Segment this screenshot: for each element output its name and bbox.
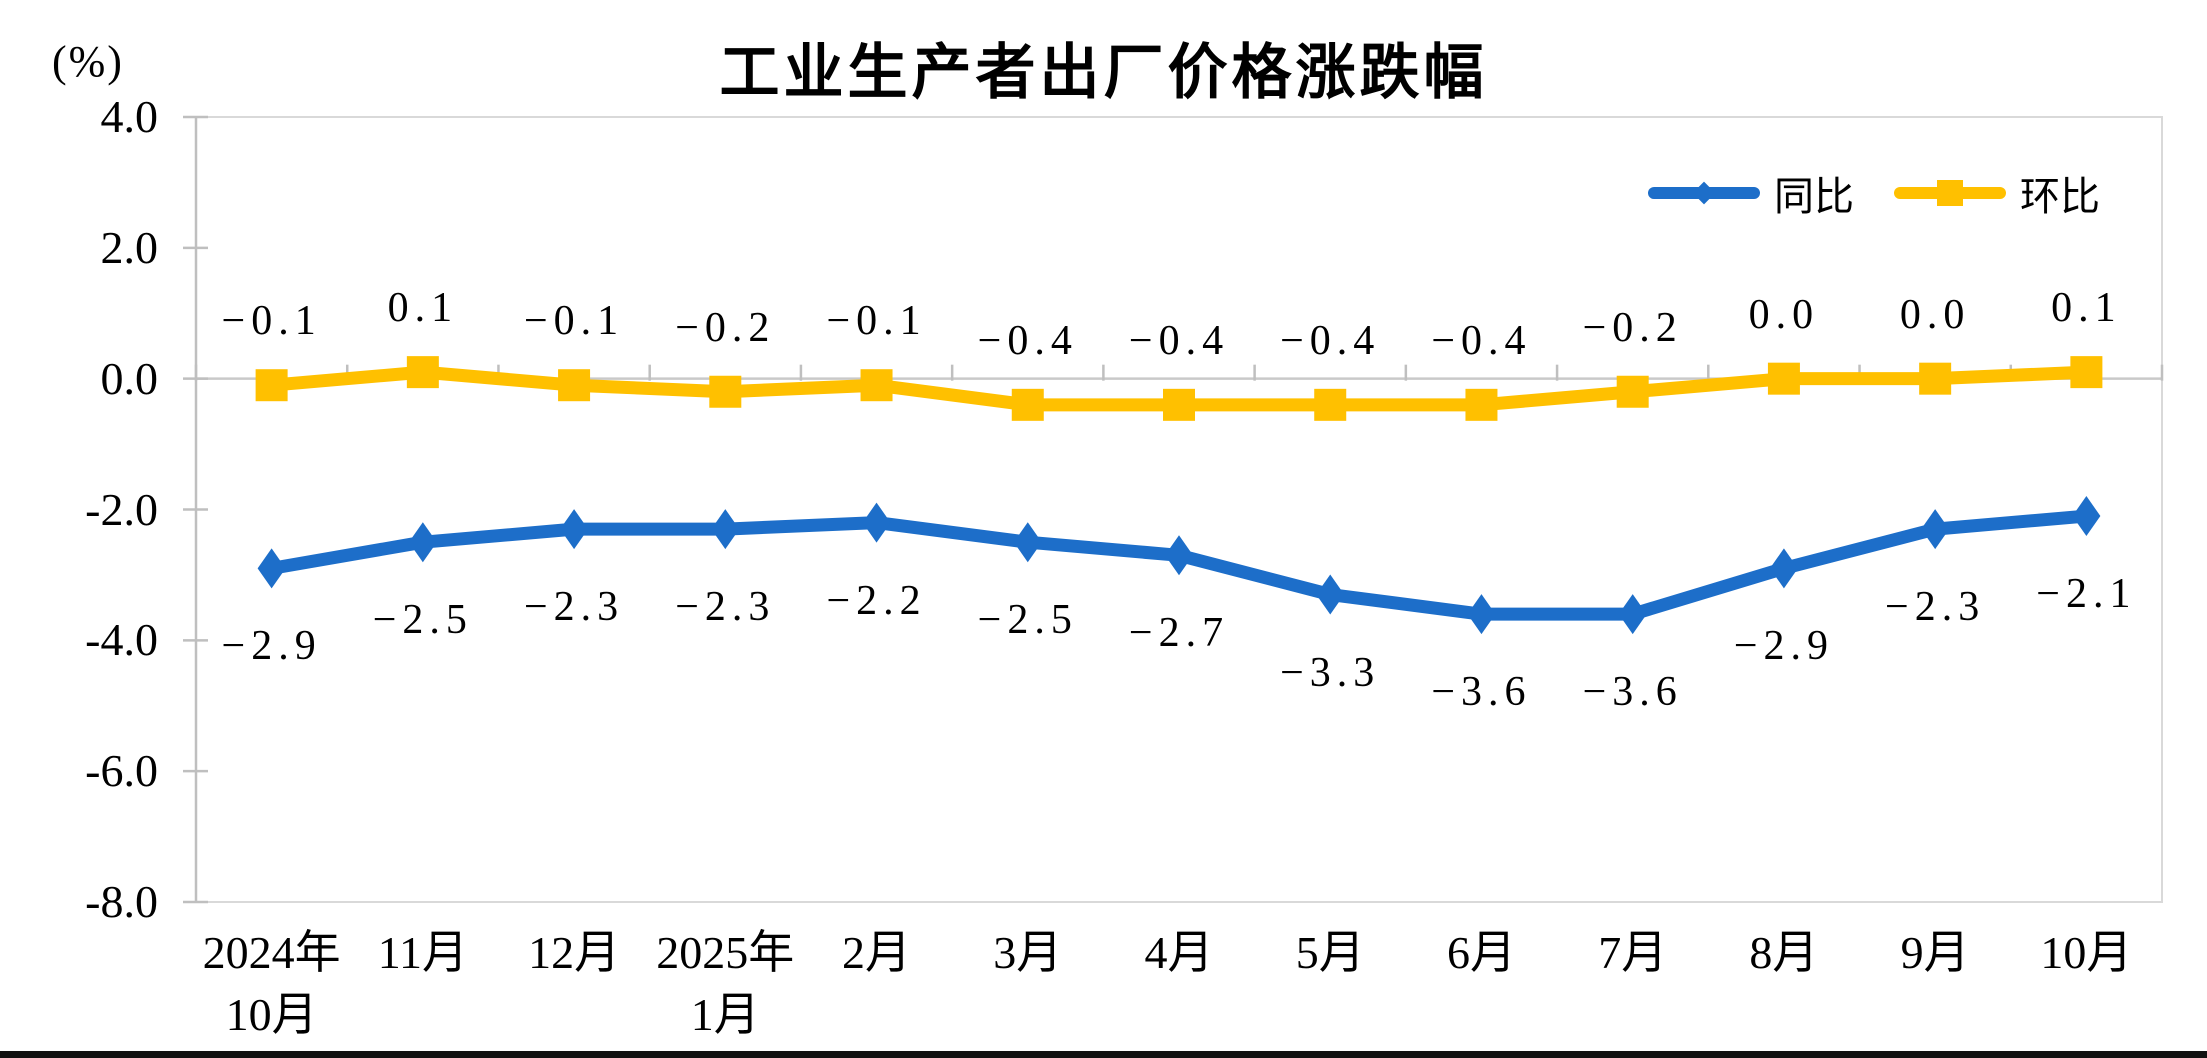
data-label-yoy: −2.1 [2036, 571, 2137, 618]
data-label-mom: −0.1 [523, 298, 625, 345]
data-point-marker-mom [1163, 388, 1195, 421]
data-point-marker-yoy [1618, 594, 1647, 635]
data-label-mom: −0.1 [221, 298, 322, 345]
y-axis-tick-label: 2.0 [100, 221, 159, 273]
legend-swatch-yoy [1648, 173, 1760, 213]
diamond-marker-icon [1692, 181, 1716, 205]
x-axis-category-label: 9月 [1900, 927, 1970, 978]
x-axis-category-label: 5月 [1295, 927, 1365, 978]
data-label-mom: −0.1 [826, 298, 927, 345]
legend-label-yoy: 同比 [1774, 174, 1854, 219]
data-label-yoy: −2.9 [221, 623, 322, 670]
x-axis-category-label: 3月 [993, 927, 1063, 978]
chart-title: 工业生产者出厂价格涨跌幅 [719, 39, 1488, 106]
plot-border [195, 116, 2163, 903]
data-point-marker-yoy [1467, 594, 1496, 635]
data-label-yoy: −2.3 [1885, 584, 1986, 631]
data-point-marker-mom [1767, 362, 1800, 395]
data-point-marker-mom [1314, 388, 1347, 421]
legend-label-mom: 环比 [2020, 174, 2100, 219]
data-label-mom: 0.1 [387, 285, 459, 332]
data-point-marker-mom [709, 375, 742, 408]
data-point-marker-mom [1465, 388, 1498, 421]
data-label-yoy: −2.5 [372, 597, 473, 644]
x-axis-category-label: 2025年 1月 [656, 927, 795, 1040]
data-point-marker-yoy [1316, 574, 1345, 615]
data-point-marker-mom [2070, 356, 2103, 389]
x-axis-category-label: 4月 [1144, 927, 1214, 978]
y-axis-tick-label: 0.0 [100, 352, 159, 404]
data-label-mom: −0.4 [1431, 317, 1532, 364]
data-point-marker-yoy [560, 509, 589, 550]
data-label-mom: −0.4 [1128, 317, 1230, 364]
legend-swatch-mom [1894, 173, 2006, 213]
y-axis-tick-label: -6.0 [85, 745, 158, 797]
data-label-yoy: −2.9 [1733, 623, 1835, 670]
data-point-marker-mom [406, 356, 439, 389]
legend-item-mom: 环比 [1894, 164, 2100, 222]
data-point-marker-yoy [1013, 522, 1042, 563]
data-point-marker-mom [558, 369, 591, 402]
data-label-yoy: −2.5 [977, 597, 1078, 644]
data-label-mom: 0.0 [1748, 291, 1820, 338]
data-label-yoy: −2.7 [1128, 610, 1230, 657]
data-point-marker-yoy [2072, 496, 2101, 537]
data-point-marker-yoy [711, 509, 740, 550]
data-label-yoy: −2.3 [523, 584, 625, 631]
data-label-mom: −0.2 [675, 304, 776, 351]
data-point-marker-yoy [408, 522, 437, 563]
y-axis-tick-label: -2.0 [85, 483, 158, 535]
data-point-marker-yoy [1921, 509, 1950, 550]
data-point-marker-mom [1616, 375, 1649, 408]
y-axis-tick-label: -8.0 [85, 876, 158, 927]
data-point-marker-mom [860, 369, 893, 402]
data-point-marker-mom [1919, 362, 1952, 395]
data-point-marker-mom [255, 369, 288, 402]
x-axis-category-label: 8月 [1749, 927, 1819, 978]
data-label-mom: 0.1 [2051, 285, 2122, 332]
data-point-marker-mom [1011, 388, 1044, 421]
y-axis-unit-label: (%) [52, 37, 124, 86]
y-axis-tick-label: 4.0 [100, 91, 159, 142]
x-axis-category-label: 12月 [528, 927, 621, 978]
data-label-yoy: −3.6 [1582, 669, 1683, 716]
data-label-mom: −0.2 [1582, 304, 1683, 351]
data-point-marker-yoy [1769, 548, 1798, 589]
y-axis-tick-label: -4.0 [85, 614, 158, 666]
data-point-marker-yoy [1165, 535, 1193, 576]
data-label-yoy: −3.6 [1431, 669, 1532, 716]
bottom-divider [0, 1051, 2207, 1058]
square-marker-icon [1937, 180, 1963, 206]
x-axis-category-label: 2月 [842, 927, 912, 978]
data-point-marker-yoy [257, 548, 286, 589]
data-label-yoy: −2.3 [675, 584, 776, 631]
x-axis-category-label: 2024年 10月 [202, 927, 341, 1040]
legend-item-yoy: 同比 [1648, 164, 1854, 222]
x-axis-category-label: 6月 [1446, 927, 1516, 978]
data-point-marker-yoy [862, 502, 891, 543]
data-label-yoy: −2.2 [826, 577, 927, 624]
x-axis-category-label: 7月 [1598, 927, 1668, 978]
legend: 同比 环比 [1648, 164, 2100, 222]
data-label-mom: −0.4 [977, 317, 1078, 364]
data-label-yoy: −3.3 [1280, 649, 1381, 696]
data-label-mom: 0.0 [1899, 291, 1971, 338]
x-axis-category-label: 10月 [2040, 927, 2133, 978]
x-axis-category-label: 11月 [377, 927, 468, 978]
data-label-mom: −0.4 [1280, 317, 1381, 364]
